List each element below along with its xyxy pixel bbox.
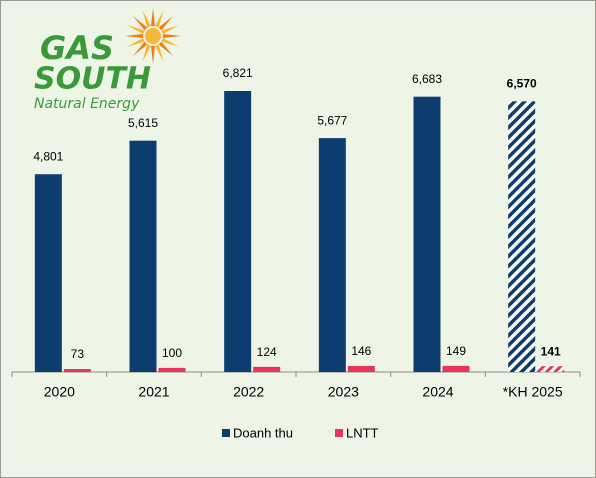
value-label: 73 xyxy=(71,347,85,361)
logo: GAS SOUTH Natural Energy xyxy=(34,8,181,112)
value-label: 6,821 xyxy=(223,66,253,80)
bar xyxy=(34,174,62,372)
legend-label: LNTT xyxy=(346,425,379,440)
logo-line1: GAS xyxy=(40,29,114,67)
value-label: 100 xyxy=(162,346,182,360)
value-label: 5,677 xyxy=(317,113,347,127)
bar xyxy=(318,138,346,372)
x-tick-label: 2024 xyxy=(422,384,453,400)
bar xyxy=(63,368,91,372)
value-label: 146 xyxy=(351,344,371,358)
bar xyxy=(224,91,252,372)
value-label: 4,801 xyxy=(33,149,63,163)
bar xyxy=(158,367,186,372)
logo-tagline: Natural Energy xyxy=(34,96,140,112)
value-label: 141 xyxy=(541,344,561,358)
x-tick-label: 2022 xyxy=(233,384,264,400)
x-tick-label: 2021 xyxy=(138,384,169,400)
bar xyxy=(537,366,565,372)
x-tick-label: 2020 xyxy=(44,384,75,400)
legend-swatch xyxy=(335,429,343,437)
bar xyxy=(508,101,536,372)
bar xyxy=(413,96,441,372)
bar xyxy=(442,365,470,372)
x-tick-label: 2023 xyxy=(328,384,359,400)
value-label: 149 xyxy=(446,344,466,358)
x-tick-label: *KH 2025 xyxy=(503,384,563,400)
bar xyxy=(347,365,375,372)
bar xyxy=(129,140,157,372)
value-label: 6,683 xyxy=(412,72,442,86)
bar xyxy=(253,366,281,372)
legend-label: Doanh thu xyxy=(233,425,293,440)
logo-sun xyxy=(125,8,181,64)
logo-line2: SOUTH xyxy=(34,62,151,97)
legend-swatch xyxy=(222,429,230,437)
value-label: 6,570 xyxy=(507,77,537,91)
value-label: 124 xyxy=(257,345,277,359)
value-label: 5,615 xyxy=(128,116,158,130)
